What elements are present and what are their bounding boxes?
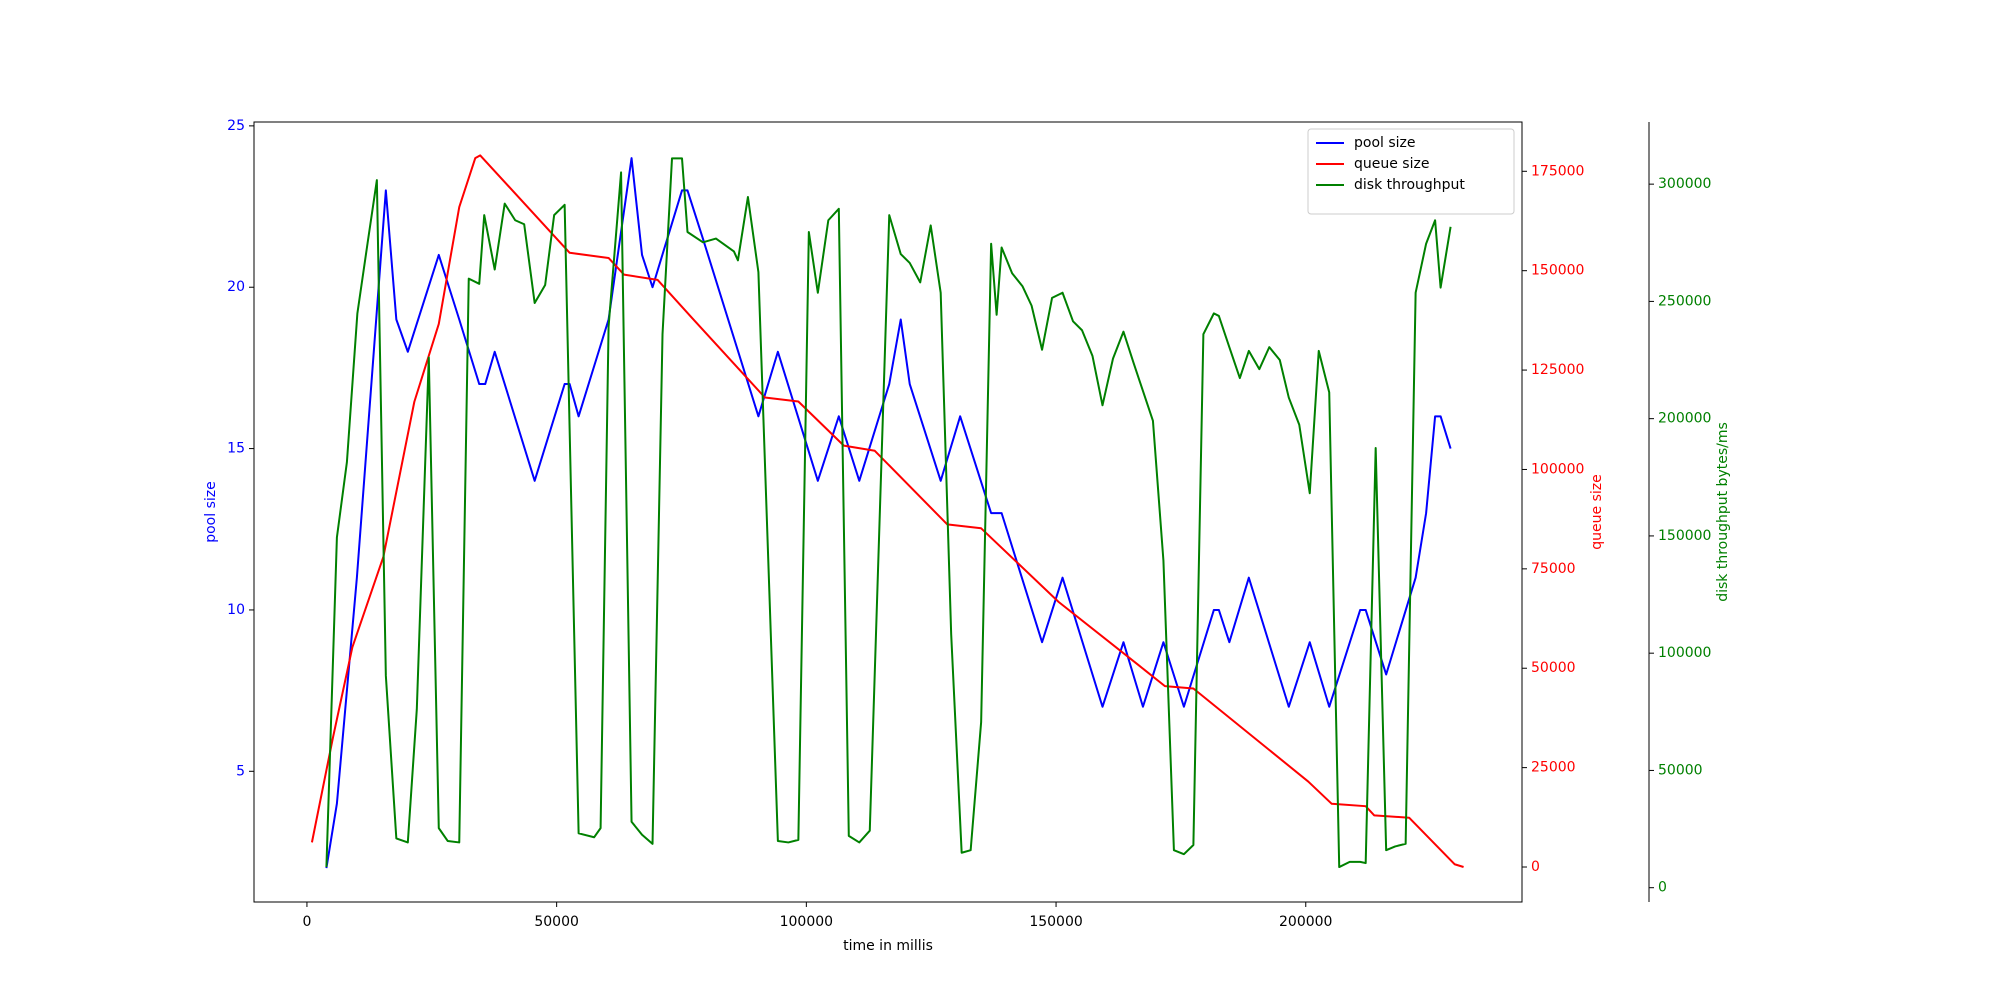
x-tick-label: 200000 [1279, 914, 1332, 930]
y-tick-label: 25 [227, 118, 245, 134]
x-axis-label: time in millis [843, 938, 933, 954]
y3-tick-label: 0 [1658, 880, 1667, 896]
y2-tick-label: 25000 [1531, 760, 1576, 776]
y3-tick-label: 200000 [1658, 411, 1711, 427]
y3-tick-label: 100000 [1658, 645, 1711, 661]
y3-tick-label: 300000 [1658, 176, 1711, 192]
x-tick-label: 50000 [534, 914, 579, 930]
series-line [325, 157, 1452, 869]
y-tick-label: 10 [227, 602, 245, 618]
series-line [310, 154, 1464, 868]
y2-axis-label: queue size [1589, 474, 1605, 549]
y2-tick-label: 0 [1531, 859, 1540, 875]
y-tick-label: 20 [227, 279, 245, 295]
x-tick-label: 100000 [780, 914, 833, 930]
y-tick-label: 5 [236, 763, 245, 779]
legend-box [1307, 128, 1515, 215]
y2-tick-label: 125000 [1531, 362, 1584, 378]
legend-label: pool size [1354, 135, 1416, 151]
series-line [325, 157, 1452, 869]
y3-tick-label: 50000 [1658, 762, 1703, 778]
x-tick-label: 0 [302, 914, 311, 930]
y-axis-label: pool size [203, 481, 219, 543]
y2-tick-label: 150000 [1531, 263, 1584, 279]
y3-tick-label: 250000 [1658, 293, 1711, 309]
y2-tick-label: 100000 [1531, 461, 1584, 477]
x-tick-label: 150000 [1029, 914, 1082, 930]
legend-label: queue size [1354, 156, 1429, 172]
legend-label: disk throughput [1354, 177, 1465, 193]
y2-tick-label: 75000 [1531, 561, 1576, 577]
y3-axis-label: disk throughput bytes/ms [1715, 422, 1731, 602]
y2-tick-label: 175000 [1531, 163, 1584, 179]
legend: pool size queue size disk throughput [1307, 128, 1515, 215]
plot-frame [253, 121, 1523, 903]
y2-tick-label: 50000 [1531, 660, 1576, 676]
y3-tick-label: 150000 [1658, 528, 1711, 544]
y-tick-label: 15 [227, 441, 245, 457]
